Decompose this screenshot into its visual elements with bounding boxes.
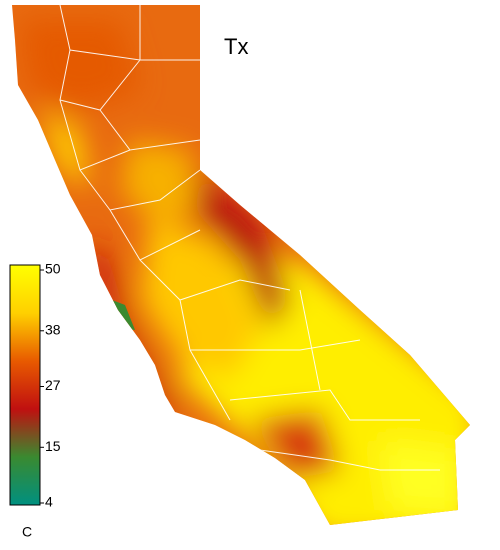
tick-label: 38 [45, 321, 61, 337]
cool-coast [112, 300, 135, 330]
tick-label: 4 [45, 494, 53, 510]
color-bar [9, 264, 41, 506]
map-title: Tx [224, 34, 248, 59]
county-lines [59, 5, 440, 471]
tick-label: 15 [45, 438, 61, 454]
unit-label: C [22, 524, 32, 540]
tick-label: 50 [45, 261, 61, 277]
tick-label: 27 [45, 377, 61, 393]
